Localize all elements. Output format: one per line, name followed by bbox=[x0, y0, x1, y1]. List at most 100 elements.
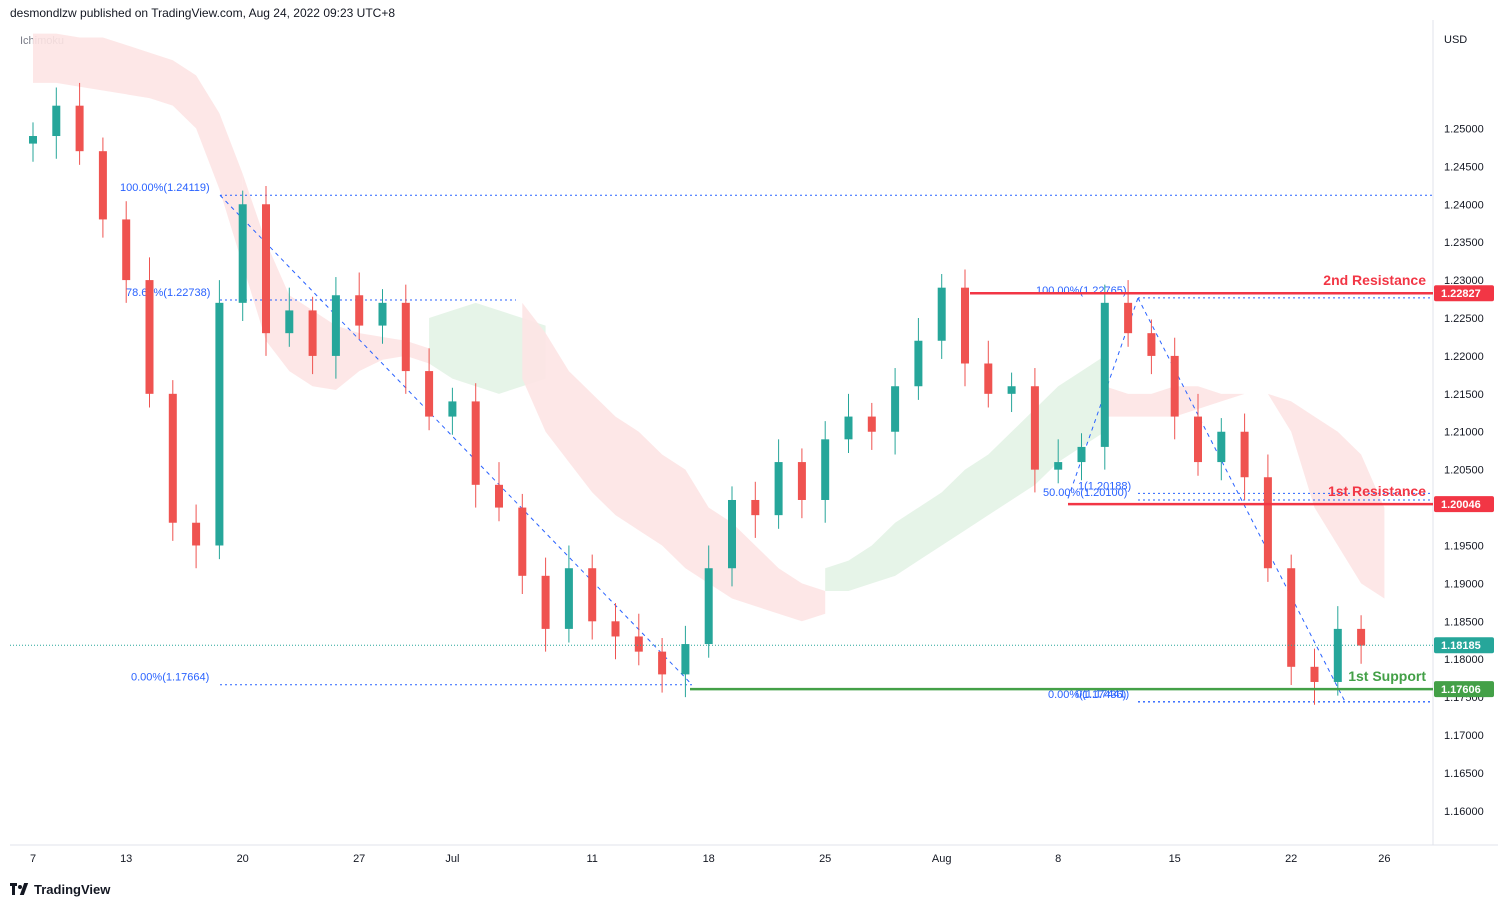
fib-level-label: 0.00%(1.17436) bbox=[1048, 689, 1126, 701]
candle-body bbox=[1030, 386, 1039, 470]
brand-name: TradingView bbox=[34, 881, 111, 897]
candle-body bbox=[564, 568, 573, 629]
time-tick-label: 22 bbox=[1285, 853, 1297, 865]
candle-body bbox=[1077, 446, 1086, 463]
price-tick-label: 1.19000 bbox=[1444, 578, 1484, 590]
candle-body bbox=[1217, 431, 1226, 463]
candle-body bbox=[1263, 477, 1272, 569]
price-tick-label: 1.18000 bbox=[1444, 654, 1484, 666]
fib-level-label: 50.00%(1.20100) bbox=[1043, 487, 1127, 499]
candle-body bbox=[122, 219, 131, 281]
time-tick-label: Aug bbox=[932, 853, 952, 865]
candle-body bbox=[331, 295, 340, 356]
price-tick-label: 1.24000 bbox=[1444, 199, 1484, 211]
candle-body bbox=[984, 363, 993, 394]
candle-body bbox=[1054, 462, 1063, 470]
candle-body bbox=[495, 484, 503, 508]
footer-branding: TradingView bbox=[10, 879, 110, 899]
candle-body bbox=[471, 401, 480, 485]
price-badge-label: 1.18185 bbox=[1441, 640, 1481, 652]
candle-body bbox=[728, 499, 736, 569]
time-tick-label: 26 bbox=[1378, 853, 1390, 865]
candle-body bbox=[1170, 355, 1179, 417]
candle-body bbox=[821, 439, 830, 500]
price-tick-label: 1.16500 bbox=[1444, 768, 1484, 780]
candle-body bbox=[168, 393, 177, 523]
candle-body bbox=[1310, 666, 1319, 682]
candle-body bbox=[867, 416, 876, 432]
candle-body bbox=[145, 280, 154, 394]
candle-body bbox=[1100, 302, 1109, 447]
candle-body bbox=[518, 507, 527, 576]
price-tick-label: 1.16000 bbox=[1444, 806, 1484, 818]
candle-body bbox=[378, 302, 387, 326]
time-tick-label: 13 bbox=[120, 853, 132, 865]
candle-body bbox=[797, 462, 806, 500]
candle-body bbox=[1333, 628, 1342, 682]
candle-body bbox=[914, 340, 923, 387]
fib-level-label: 100.00%(1.22765) bbox=[1036, 285, 1127, 297]
price-axis[interactable]: 1.25000 1.24500 1.24000 1.23500 1.23000 1.225… bbox=[1434, 123, 1494, 818]
fib-trend-line bbox=[219, 194, 693, 686]
price-badge bbox=[1434, 637, 1494, 654]
candle-body bbox=[238, 204, 247, 303]
candle-body bbox=[1240, 431, 1249, 478]
candle-body bbox=[1287, 568, 1296, 667]
candle-body bbox=[448, 401, 457, 417]
price-badge-label: 1.20046 bbox=[1441, 499, 1481, 511]
level-label: 1st Support bbox=[1348, 668, 1426, 684]
time-tick-label: 11 bbox=[586, 853, 597, 865]
candle-body bbox=[1357, 628, 1366, 646]
time-axis[interactable]: 7 13 20 27 Jul 11 18 25 Aug 8 15 22 26 bbox=[30, 853, 1391, 865]
candle-body bbox=[215, 302, 224, 546]
currency-label: USD bbox=[1444, 34, 1468, 46]
candle-body bbox=[285, 310, 294, 334]
time-tick-label: 25 bbox=[819, 853, 831, 865]
candle-body bbox=[308, 310, 317, 356]
candle-body bbox=[262, 204, 270, 334]
fib-level-label: 78.60%(1.22738) bbox=[126, 287, 210, 299]
candle-body bbox=[541, 575, 550, 629]
time-tick-label: 15 bbox=[1169, 853, 1181, 865]
time-tick-label: 20 bbox=[237, 853, 249, 865]
candle-body bbox=[425, 371, 434, 417]
candle-body bbox=[681, 644, 690, 675]
candle-body bbox=[611, 621, 620, 637]
time-tick-label: 18 bbox=[703, 853, 715, 865]
price-tick-label: 1.22500 bbox=[1444, 313, 1484, 325]
candle-body bbox=[634, 636, 643, 652]
candle-body bbox=[355, 295, 364, 326]
level-label: 1st Resistance bbox=[1328, 483, 1426, 499]
candle-body bbox=[192, 522, 201, 546]
price-tick-label: 1.20500 bbox=[1444, 465, 1484, 477]
candle-body bbox=[937, 287, 946, 341]
cloud-segment-3 bbox=[522, 302, 826, 622]
candle-body bbox=[751, 499, 760, 516]
fib-level-label: 1(1.20188) bbox=[1078, 480, 1131, 492]
fib-level-label: 0.00%(1.17664) bbox=[131, 672, 209, 684]
cloud-segment-2 bbox=[429, 302, 546, 394]
tradingview-logo-icon bbox=[10, 883, 29, 895]
price-tick-label: 1.24500 bbox=[1444, 161, 1484, 173]
publisher-header: desmondlzw published on TradingView.com,… bbox=[10, 6, 396, 20]
candle-body bbox=[891, 386, 900, 432]
time-tick-label: 27 bbox=[353, 853, 365, 865]
candle-body bbox=[52, 105, 61, 137]
candle-body bbox=[961, 287, 969, 364]
price-tick-label: 1.19500 bbox=[1444, 540, 1484, 552]
candle-body bbox=[844, 416, 853, 440]
price-badge bbox=[1434, 681, 1494, 698]
candle-body bbox=[1124, 302, 1133, 334]
price-tick-label: 1.23000 bbox=[1444, 275, 1484, 287]
candle-body bbox=[98, 151, 107, 220]
candle-body bbox=[401, 302, 410, 372]
cloud-segment-4 bbox=[825, 355, 1105, 591]
price-badge-label: 1.17606 bbox=[1441, 684, 1481, 696]
price-badge bbox=[1434, 496, 1494, 513]
time-tick-label: Jul bbox=[445, 853, 459, 865]
ichimoku-cloud bbox=[33, 33, 1385, 622]
candle-body bbox=[1007, 386, 1016, 394]
candle-body bbox=[704, 568, 713, 645]
candle-body bbox=[588, 568, 597, 622]
